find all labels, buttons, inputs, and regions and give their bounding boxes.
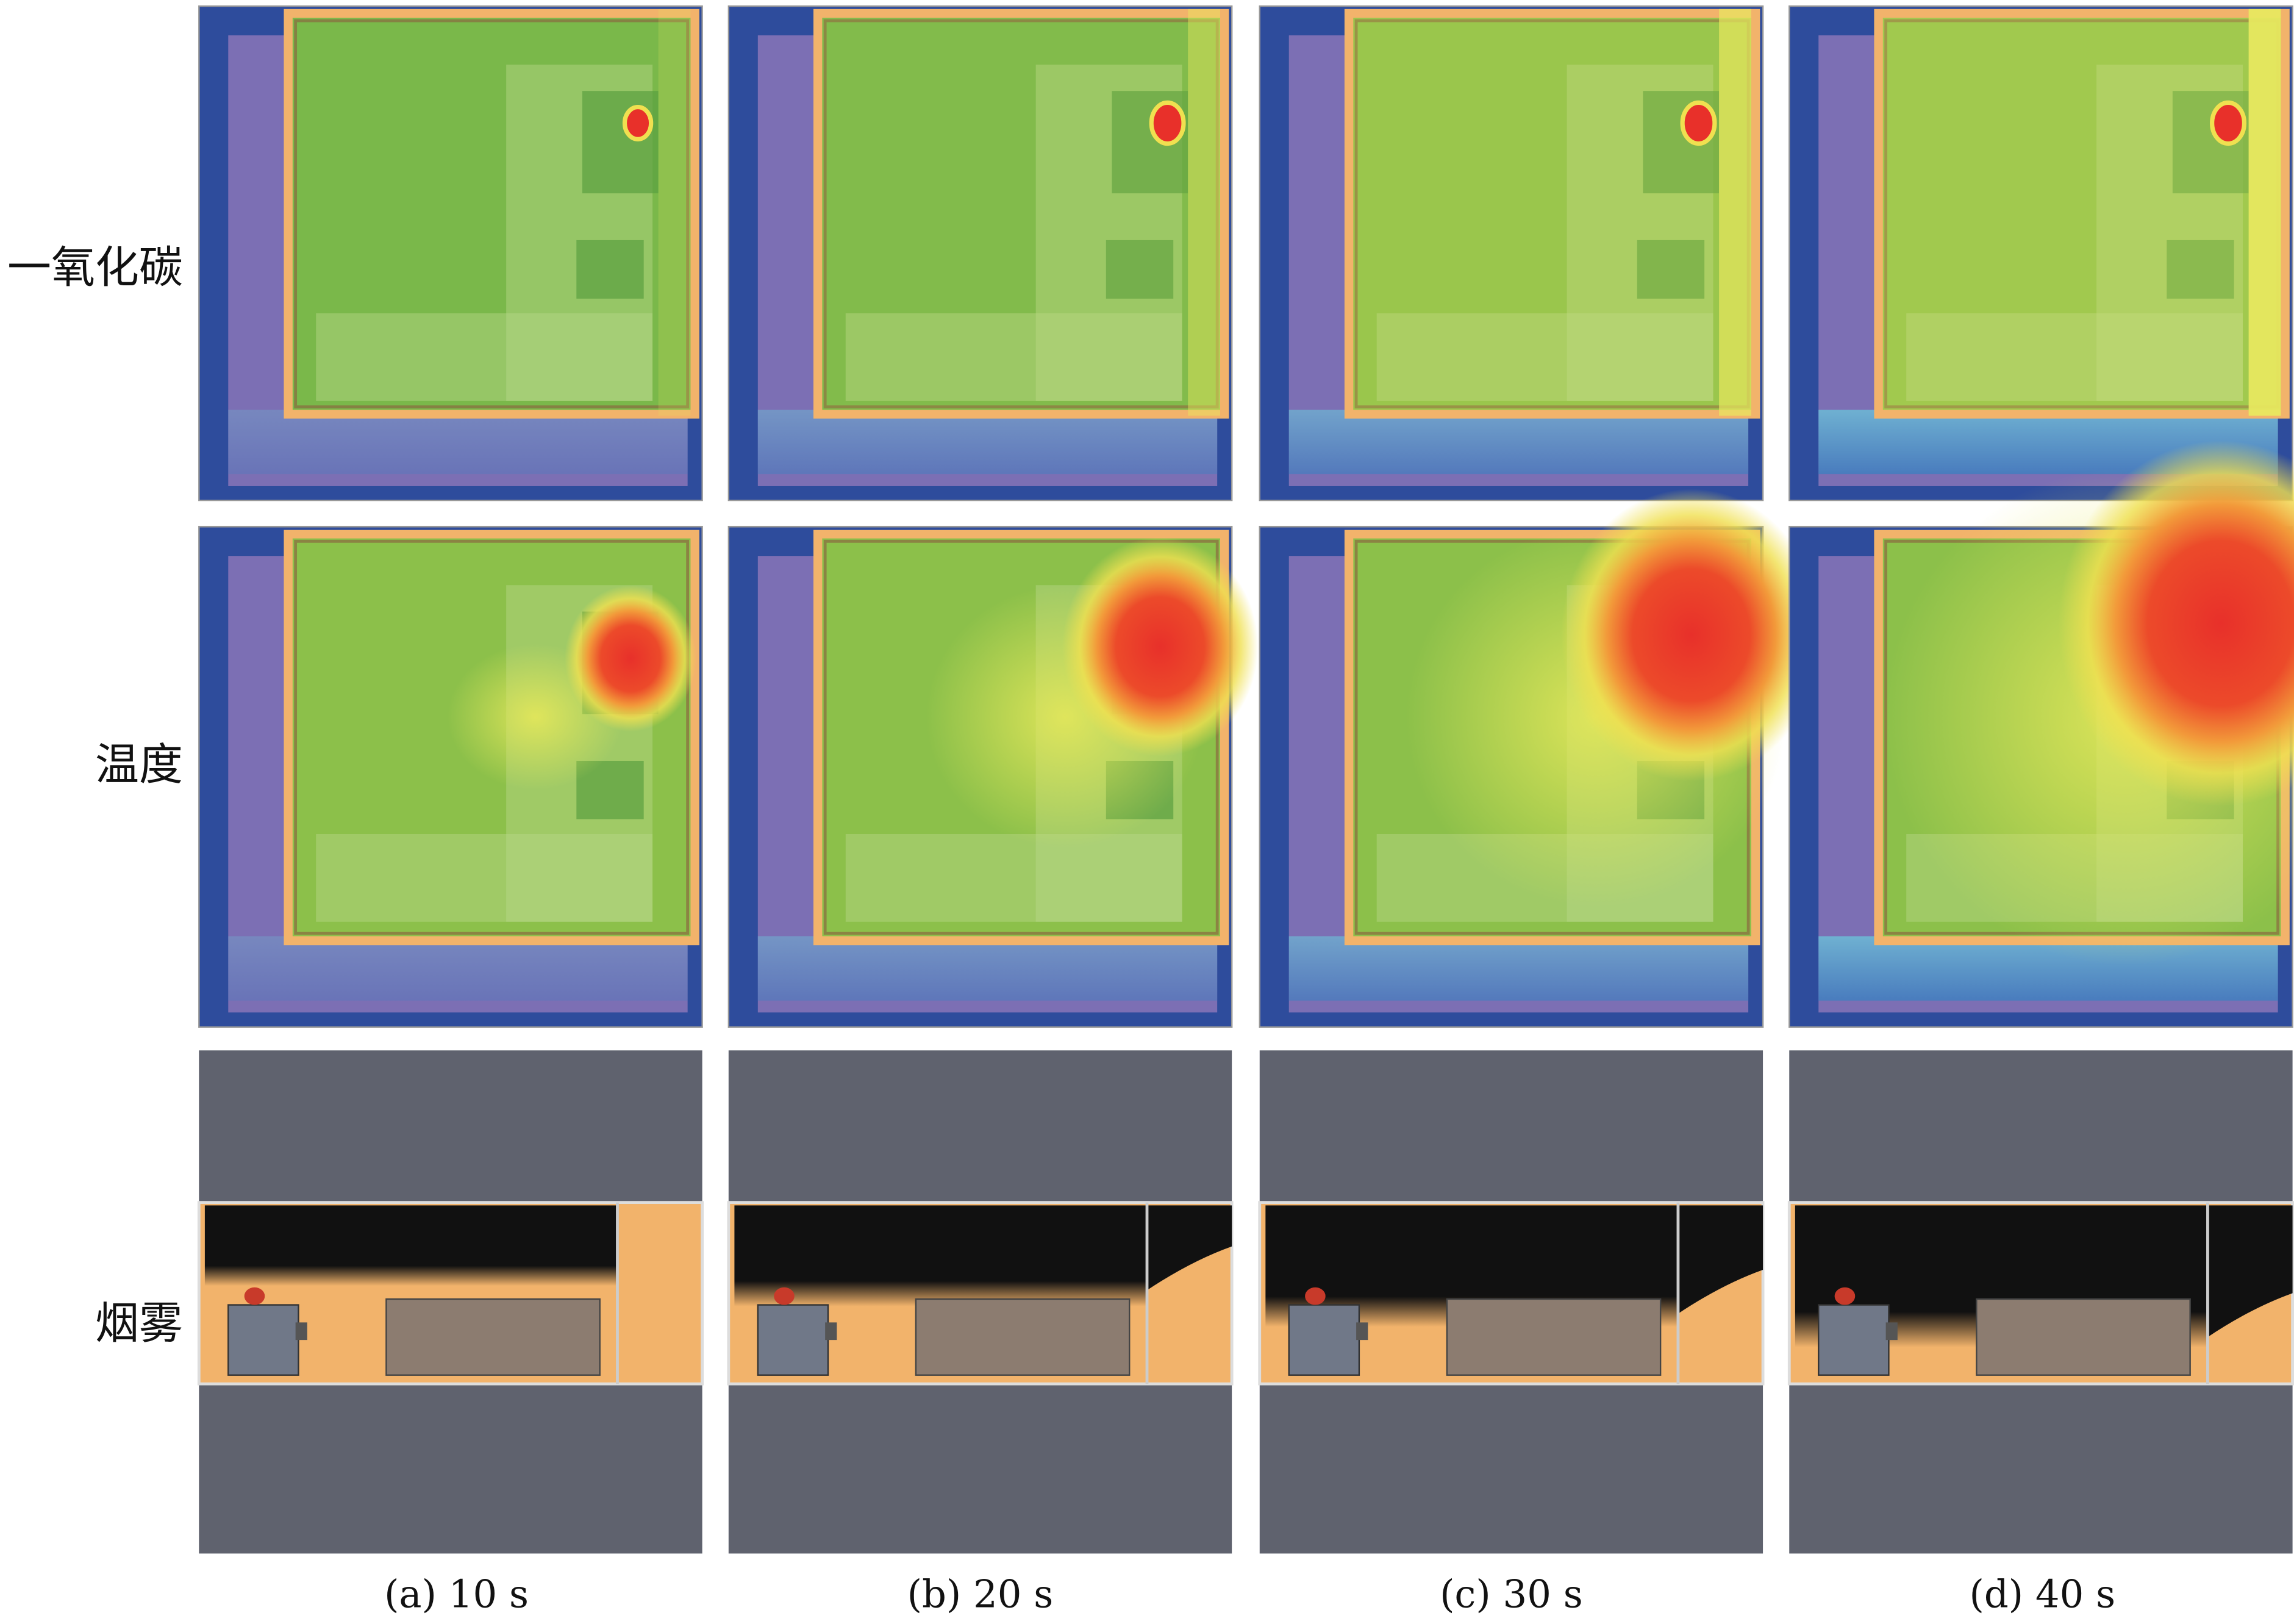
- co-edge: [2248, 9, 2281, 416]
- wall: [294, 540, 690, 935]
- co-source: [622, 104, 654, 141]
- sofa: [1818, 1304, 1890, 1376]
- smoke-panel: [197, 1050, 704, 1554]
- smoke: [734, 1205, 1147, 1306]
- temperature-panel: [727, 525, 1259, 1028]
- row-label: 烟雾: [95, 1298, 183, 1349]
- co-source: [2210, 100, 2247, 146]
- furniture: [2167, 240, 2234, 299]
- smoke-outside: [2207, 1205, 2293, 1337]
- wall: [294, 19, 690, 408]
- heat-zone: [1560, 488, 1822, 782]
- corridor-cool: [757, 410, 1218, 474]
- fire: [1834, 1287, 1856, 1305]
- smoke-panel: [1258, 1050, 1765, 1554]
- co-panel: [1259, 5, 1764, 502]
- corridor-cool: [757, 936, 1218, 1001]
- temperature-panel: [1788, 440, 2294, 1028]
- corridor-cool: [1288, 410, 1749, 474]
- wall: [823, 540, 1219, 935]
- corridor-cool: [228, 936, 688, 1001]
- caption: (b) 20 s: [907, 1572, 1054, 1616]
- sofa-arm: [825, 1322, 837, 1341]
- co-edge: [658, 9, 691, 416]
- sofa: [757, 1304, 829, 1376]
- sofa-arm: [1356, 1322, 1368, 1341]
- co-wash: [822, 18, 1220, 410]
- heat-zone: [2058, 440, 2294, 807]
- room-floor: [292, 18, 691, 410]
- room-floor: [1353, 18, 1751, 410]
- floor-patch: [845, 313, 1182, 401]
- table: [915, 1298, 1131, 1376]
- co-edge: [1719, 9, 1751, 416]
- sofa-arm: [295, 1322, 307, 1341]
- table: [1446, 1298, 1662, 1376]
- corridor-cool: [228, 410, 688, 474]
- caption: (a) 10 s: [384, 1572, 529, 1616]
- fire: [244, 1287, 265, 1305]
- co-wash: [1353, 18, 1751, 410]
- sofa: [1288, 1304, 1360, 1376]
- row-label: 一氧化碳: [7, 241, 183, 293]
- furniture: [576, 240, 644, 299]
- caption: (c) 30 s: [1440, 1572, 1583, 1616]
- floor-patch: [316, 833, 653, 922]
- caption: (d) 40 s: [1970, 1572, 2116, 1616]
- table: [385, 1298, 601, 1376]
- co-panel: [1788, 5, 2293, 502]
- room-floor: [822, 18, 1220, 410]
- sofa: [227, 1304, 299, 1376]
- smoke-panel: [1787, 1050, 2294, 1554]
- room-line: [727, 1201, 1234, 1386]
- co-source: [1149, 100, 1186, 146]
- floor-patch: [845, 833, 1182, 922]
- smoke-outside: [1678, 1205, 1763, 1314]
- row-label: 温度: [95, 739, 183, 790]
- heat-zone: [1062, 536, 1259, 757]
- room-line: [1258, 1201, 1765, 1386]
- furniture: [1106, 240, 1174, 299]
- co-panel: [198, 5, 703, 502]
- room-floor: [1882, 18, 2281, 410]
- wall: [823, 19, 1219, 408]
- smoke: [204, 1205, 618, 1286]
- fire: [774, 1287, 795, 1305]
- sofa-arm: [1885, 1322, 1898, 1341]
- floor-patch: [316, 313, 653, 401]
- floor-patch: [1376, 313, 1713, 401]
- floor-patch: [1906, 313, 2243, 401]
- furniture: [1637, 240, 1705, 299]
- co-wash: [1882, 18, 2281, 410]
- smoke-outside: [1147, 1205, 1232, 1291]
- co-edge: [1188, 9, 1220, 416]
- temperature-panel: [1259, 488, 1822, 1028]
- heat-zone: [565, 585, 697, 732]
- co-source: [1680, 100, 1717, 146]
- room-line: [197, 1201, 704, 1386]
- corridor-cool: [1288, 936, 1749, 1001]
- temperature-panel: [198, 525, 703, 1028]
- fire: [1305, 1287, 1326, 1305]
- co-panel: [727, 5, 1233, 502]
- table: [1976, 1298, 2191, 1376]
- smoke-panel: [727, 1050, 1234, 1554]
